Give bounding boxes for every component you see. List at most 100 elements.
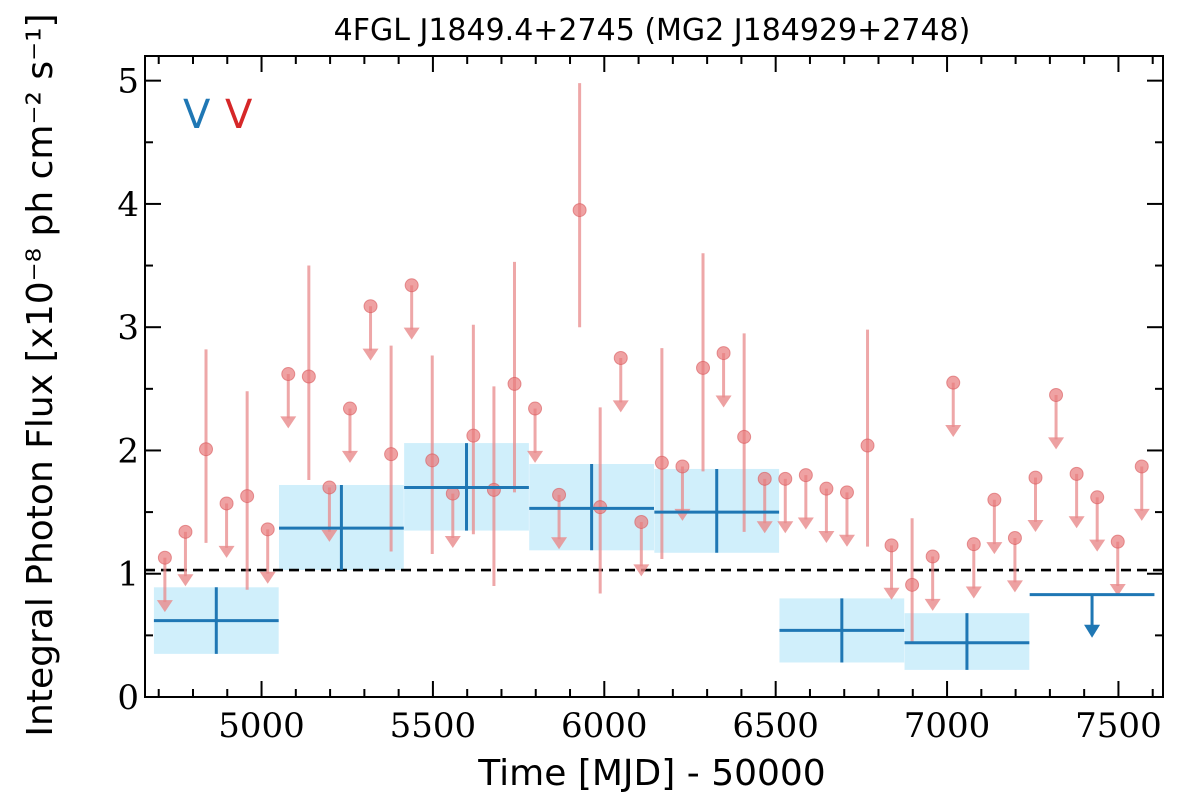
short-bin-point [860,438,875,453]
short-bin-point [925,549,940,564]
short-bin-ul-arrow [612,400,629,413]
x-tick-label: 5500 [390,706,477,746]
y-tick-label: 4 [117,185,139,225]
y-tick-label: 0 [117,678,139,718]
short-bin-ul-arrow [177,574,194,587]
long-bin-series [153,443,1155,670]
short-bin-point [1069,466,1084,481]
short-bin-point [342,401,357,416]
short-bin-ul-arrow [321,529,338,542]
short-bin-ul-arrow [924,598,941,611]
short-bin-series [156,83,1150,642]
plot-frame [144,55,1164,698]
short-bin-point [654,455,669,470]
axis-ticks: 5000 5500 6000 6500 7000 7500 0 1 2 3 4 5 [117,56,1163,746]
short-bin-ul-arrow [1109,584,1126,597]
short-bin-point [486,482,501,497]
short-bin-ul-arrow [1027,519,1044,532]
short-bin-ul-arrow [633,564,650,577]
short-bin-ul-arrow [1068,516,1085,529]
plot-frame-rect [144,55,1164,698]
x-tick-label: 6000 [561,706,648,746]
short-bin-point [528,401,543,416]
short-bin-ul-arrow [444,535,461,548]
short-bin-point [987,492,1002,507]
short-bin-ul-arrow [1133,508,1150,521]
short-bin-point [384,447,399,462]
short-bin-ul-arrow [527,450,544,463]
short-bin-ul-arrow [362,348,379,361]
short-bin-point [301,369,316,384]
short-bin-point [466,428,481,443]
short-bin-ul-arrow [986,542,1003,555]
short-bin-point [404,278,419,293]
short-bin-point [260,522,275,537]
short-bin-point [219,496,234,511]
x-tick-label: 7000 [904,706,991,746]
short-bin-ul-arrow [1089,539,1106,552]
short-bin-point [1110,534,1125,549]
short-bin-point [1028,470,1043,485]
short-bin-ul-arrow [1006,580,1023,593]
x-tick-label: 6500 [732,706,819,746]
short-bin-point [178,524,193,539]
x-axis-title: Time [MJD] - 50000 [477,753,825,794]
short-bin-point [157,550,172,565]
short-bin-point [634,514,649,529]
x-tick-label: 7500 [1075,706,1162,746]
short-bin-point [798,468,813,483]
short-bin-ul-arrow [156,600,173,613]
short-bin-point [363,299,378,314]
short-bin-ul-arrow [883,587,900,600]
short-bin-point [946,375,961,390]
short-bin-point [613,351,628,366]
short-bin-point [778,471,793,486]
short-bin-ul-arrow [838,534,855,547]
short-bin-ul-arrow [945,425,962,438]
short-bin-point [757,471,772,486]
short-bin-point [552,487,567,502]
short-bin-point [240,489,255,504]
y-tick-label: 1 [117,555,139,595]
short-bin-point [905,577,920,592]
short-bin-ul-arrow [965,586,982,599]
short-bin-point [716,346,731,361]
short-bin-ul-arrow [756,521,773,534]
short-bin-point [1134,459,1149,474]
x-tick-label: 5000 [218,706,305,746]
short-bin-ul-arrow [777,521,794,534]
short-bin-point [675,459,690,474]
short-bin-point [445,486,460,501]
short-bin-point [884,538,899,553]
short-bin-ul-arrow [797,517,814,530]
short-bin-ul-arrow [1048,437,1065,450]
short-bin-ul-arrow [818,531,835,544]
short-bin-point [966,537,981,552]
chart-title: 4FGL J1849.4+2745 (MG2 J184929+2748) [334,13,971,48]
short-bin-ul-arrow [259,571,276,584]
y-tick-label: 5 [117,62,139,102]
long-bin-ul-arrow [1084,624,1101,638]
short-bin-point [1090,490,1105,505]
y-tick-label: 3 [117,308,139,348]
short-bin-point [819,481,834,496]
short-bin-point [199,442,214,457]
legend-entry: V [225,92,253,138]
y-tick-label: 2 [117,431,139,471]
short-bin-ul-arrow [341,450,358,463]
short-bin-ul-arrow [218,545,235,558]
short-bin-point [839,485,854,500]
short-bin-point [737,429,752,444]
short-bin-point [1007,530,1022,545]
legend-entry: V [183,92,211,138]
short-bin-ul-arrow [280,416,297,429]
short-bin-ul-arrow [715,395,732,408]
short-bin-point [1049,387,1064,402]
y-axis-title: Integral Photon Flux [x10⁻⁸ ph cm⁻² s⁻¹] [20,13,61,736]
short-bin-ul-arrow [403,327,420,340]
short-bin-point [281,367,296,382]
short-bin-point [572,203,587,218]
